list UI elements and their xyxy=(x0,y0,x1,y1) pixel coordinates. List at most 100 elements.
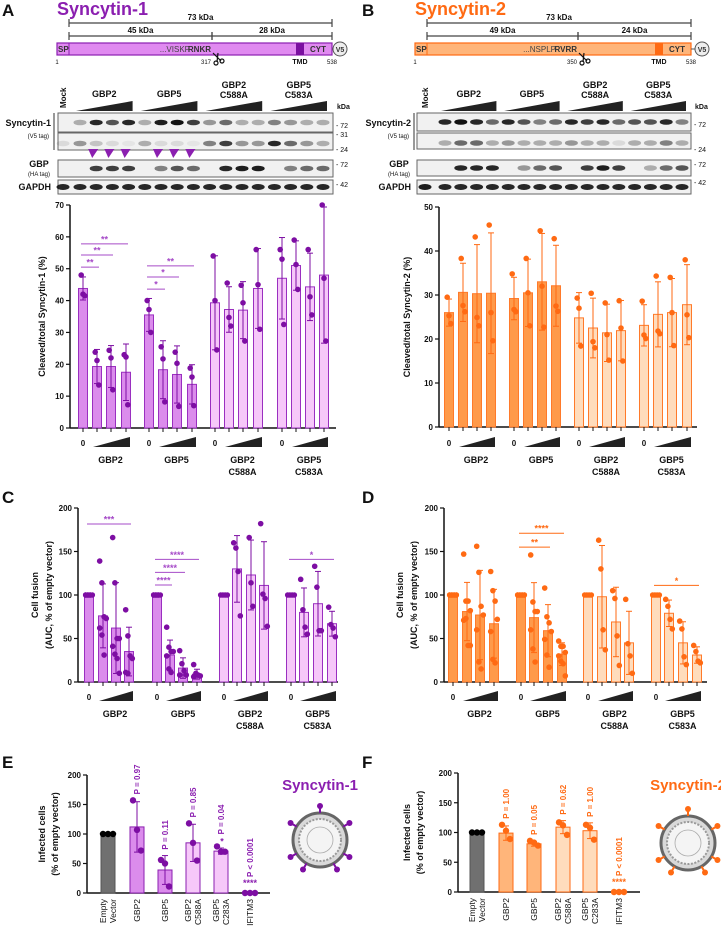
cleavage-arrowhead-icon xyxy=(104,149,115,158)
blot-band xyxy=(643,184,657,190)
dose-gradient-icon xyxy=(292,437,328,447)
lane-group-label: C583A xyxy=(285,90,314,100)
fragment-size: 45 kDa xyxy=(128,26,154,35)
blot-band xyxy=(612,140,626,146)
blot-band xyxy=(485,165,499,171)
y-axis-label: (AUC, % of empty vector) xyxy=(409,541,419,649)
mw-marker: - 72 xyxy=(694,122,706,129)
y-tick-label: 150 xyxy=(439,799,453,808)
y-tick-label: 10 xyxy=(55,392,64,401)
data-point xyxy=(478,829,486,836)
data-point xyxy=(553,303,559,309)
bar xyxy=(152,594,162,683)
data-point xyxy=(257,326,263,333)
dose-zero-label: 0 xyxy=(642,439,647,448)
data-point xyxy=(574,295,580,301)
data-point xyxy=(250,603,256,610)
data-point xyxy=(537,227,543,234)
y-tick-label: 50 xyxy=(424,203,433,212)
data-point xyxy=(562,649,569,656)
data-point xyxy=(681,653,687,660)
group-label: C583A xyxy=(295,467,324,477)
mw-marker: - 42 xyxy=(694,180,706,187)
data-point xyxy=(476,659,482,665)
y-tick-label: 0 xyxy=(429,423,434,432)
blot-band xyxy=(316,119,330,126)
data-point xyxy=(525,290,531,296)
blot-band xyxy=(485,184,499,190)
dose-gradient-icon xyxy=(504,101,560,111)
blot-band xyxy=(643,140,657,146)
tmd-segment xyxy=(655,43,663,55)
data-point xyxy=(555,653,562,659)
data-point xyxy=(667,274,673,281)
data-point xyxy=(99,580,105,586)
data-point xyxy=(96,382,102,388)
data-point xyxy=(190,673,197,680)
category-label: GBP2 xyxy=(132,899,142,922)
group-label: GBP2 xyxy=(602,709,627,719)
blot-band xyxy=(659,119,673,125)
data-point xyxy=(160,356,166,362)
data-point xyxy=(319,202,326,208)
data-point xyxy=(172,349,178,355)
category-label: GBP5 xyxy=(211,899,221,922)
data-point xyxy=(96,625,103,631)
chart-panel-F: 0 50 100 150 200 Infected cells (% of empty ve… xyxy=(402,769,721,925)
dose-gradient-icon xyxy=(140,101,198,111)
data-point xyxy=(221,848,229,855)
category-label: GBP2 xyxy=(553,898,563,921)
blot-band xyxy=(533,184,547,190)
data-point xyxy=(237,613,244,619)
tmd-label: TMD xyxy=(651,59,666,66)
data-point xyxy=(653,273,659,279)
western-blot-1: Mock GBP2 GBP5GBP2C588AGBP5C583AkDaSyncyti… xyxy=(5,80,350,195)
blot-band xyxy=(628,184,642,190)
dose-zero-label: 0 xyxy=(519,693,524,702)
data-point xyxy=(330,625,336,631)
y-axis-label: (% of empty vector) xyxy=(415,791,425,875)
mw-marker: - 72 xyxy=(336,162,348,169)
data-point xyxy=(541,636,548,643)
blot-band xyxy=(219,165,233,172)
data-point xyxy=(530,646,536,652)
blot-band xyxy=(549,165,563,171)
blot-band xyxy=(154,119,168,126)
data-point xyxy=(305,246,312,253)
data-point xyxy=(586,824,594,831)
kda-label: kDa xyxy=(337,104,350,111)
data-point xyxy=(697,660,704,666)
group-label: C588A xyxy=(236,721,265,731)
significance-label: ** xyxy=(167,256,175,266)
dose-zero-label: 0 xyxy=(87,693,92,702)
significance-label: * xyxy=(310,550,314,560)
blot-band xyxy=(580,119,594,125)
data-point xyxy=(539,283,545,290)
data-point xyxy=(683,661,690,668)
data-point xyxy=(262,595,268,602)
bar xyxy=(100,833,116,894)
blot-band xyxy=(596,140,610,146)
data-point xyxy=(625,640,631,647)
kda-label: kDa xyxy=(695,104,708,111)
cleavage-arrowhead-icon xyxy=(88,149,99,158)
significance-label: **** xyxy=(170,550,185,560)
y-tick-label: 100 xyxy=(439,829,453,838)
residue-start: 1 xyxy=(55,60,59,66)
blot-band xyxy=(235,140,249,147)
data-point xyxy=(281,321,287,328)
data-point xyxy=(563,831,571,839)
blot-band xyxy=(105,184,119,190)
envelope-spike-head xyxy=(287,854,294,860)
y-tick-label: 20 xyxy=(55,360,64,369)
dose-gradient-icon xyxy=(598,691,633,701)
data-point xyxy=(595,537,602,543)
cyt-label: CYT xyxy=(669,45,685,54)
blot-band xyxy=(154,140,168,147)
data-point xyxy=(693,648,699,655)
blot-band xyxy=(438,184,452,190)
molecule-label: Syncytin-2 xyxy=(650,777,721,794)
blot-band xyxy=(596,165,610,171)
envelope-spike-head xyxy=(287,820,294,826)
envelope-spike-head xyxy=(300,866,306,873)
